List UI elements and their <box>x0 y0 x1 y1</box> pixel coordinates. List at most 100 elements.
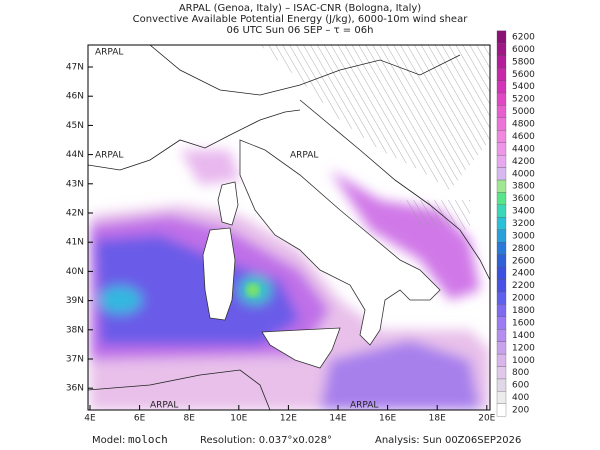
colorbar-swatch <box>496 229 507 243</box>
corsica <box>217 181 239 226</box>
colorbar-swatch <box>496 341 507 355</box>
footer-model-label: Model: <box>92 435 125 446</box>
colorbar-label: 2000 <box>512 294 535 304</box>
footer-resolution: Resolution: 0.037°x0.028° <box>200 435 332 446</box>
lon-tick-label: 4E <box>84 414 96 424</box>
colorbar-label: 4400 <box>512 144 535 154</box>
lon-tick-label: 6E <box>134 414 146 424</box>
lat-tick-label: 38N <box>66 325 84 335</box>
coastline <box>88 109 301 171</box>
lon-tick-label: 18E <box>429 414 446 424</box>
colorbar-label: 2400 <box>512 269 535 279</box>
colorbar-swatch <box>496 117 507 131</box>
colorbar-label: 3200 <box>512 219 535 229</box>
cape-ionian <box>320 340 480 410</box>
colorbar-swatch <box>496 304 507 317</box>
sicily <box>261 327 341 369</box>
lat-tick-label: 36N <box>66 384 84 394</box>
colorbar-swatch <box>496 378 507 392</box>
lat-tick-label: 42N <box>66 209 84 219</box>
colorbar-swatch <box>496 192 507 206</box>
colorbar-label: 2200 <box>512 281 535 291</box>
colorbar-label: 5400 <box>512 82 535 92</box>
colorbar-swatch <box>496 67 507 81</box>
colorbar-swatch <box>496 316 507 330</box>
border <box>149 45 461 96</box>
colorbar-swatch <box>496 105 507 118</box>
watermark: ARPAL <box>290 151 318 161</box>
cape-core <box>246 283 260 297</box>
colorbar-swatch <box>496 167 507 181</box>
colorbar-label: 800 <box>512 368 529 378</box>
lat-tick-label: 44N <box>66 150 84 160</box>
colorbar-label: 1600 <box>512 318 535 328</box>
title-line: Convective Available Potential Energy (J… <box>133 14 469 25</box>
watermark: ARPAL <box>350 401 378 411</box>
footer-analysis: Analysis: Sun 00Z06SEP2026 <box>375 435 521 446</box>
coastline <box>299 99 490 281</box>
lat-tick-label: 37N <box>66 355 84 365</box>
colorbar-swatch <box>496 154 507 168</box>
cape-adriatic <box>330 170 480 300</box>
colorbar-swatch <box>496 217 507 230</box>
colorbar-swatch <box>496 266 507 280</box>
colorbar-label: 3800 <box>512 182 535 192</box>
colorbar-swatch <box>496 403 507 417</box>
lon-tick-label: 12E <box>280 414 297 424</box>
colorbar-swatch <box>496 179 507 193</box>
cape-ligurian <box>180 150 240 185</box>
colorbar-swatch <box>496 291 507 305</box>
lat-tick-label: 39N <box>66 296 84 306</box>
wind-shear-barbs <box>260 45 490 190</box>
colorbar-swatch <box>496 55 507 69</box>
colorbar-label: 600 <box>512 381 529 391</box>
colorbar-label: 5600 <box>512 70 535 80</box>
colorbar-label: 4600 <box>512 132 535 142</box>
colorbar-swatch <box>496 130 507 143</box>
axes: 47N 46N 45N 44N 43N 42N 41N 40N 39N 38N 37N 36N 4E 6E… <box>66 63 496 424</box>
lat-tick-label: 40N <box>66 267 84 277</box>
colorbar-label: 1400 <box>512 331 535 341</box>
colorbar-label: 5000 <box>512 107 535 117</box>
colorbar-swatch <box>496 80 507 94</box>
colorbar-label: 2800 <box>512 244 535 254</box>
title-line: 06 UTC Sun 06 SEP – τ = 06h <box>227 25 374 36</box>
colorbar-label: 3000 <box>512 231 535 241</box>
lon-tick-label: 14E <box>329 414 346 424</box>
plot-frame <box>87 44 491 411</box>
coastline <box>88 369 271 410</box>
colorbar-label: 1800 <box>512 306 535 316</box>
lon-tick-label: 16E <box>379 414 396 424</box>
lon-tick-label: 20E <box>478 414 495 424</box>
lat-tick-label: 46N <box>66 92 84 102</box>
sardinia <box>202 227 236 321</box>
lat-tick-label: 45N <box>66 121 84 131</box>
wind-shear-barbs <box>400 200 470 230</box>
colorbar-swatch <box>496 391 507 404</box>
lat-tick-label: 47N <box>66 63 84 73</box>
colorbar-swatch <box>496 142 507 156</box>
colorbar-swatch <box>496 43 507 56</box>
colorbar-label: 3400 <box>512 207 535 217</box>
colorbar-label: 200 <box>512 406 529 416</box>
colorbar-label: 5800 <box>512 57 535 67</box>
watermark: ARPAL <box>95 151 123 161</box>
colorbar-swatch <box>496 366 507 380</box>
colorbar-label: 4000 <box>512 169 535 179</box>
colorbar-label: 3600 <box>512 194 535 204</box>
colorbar-label: 2600 <box>512 256 535 266</box>
colorbar: 200 400 600 800 1000 1200 1400 1600 1800 2000 2200… <box>496 30 535 417</box>
colorbar-swatch <box>496 329 507 342</box>
colorbar-swatch <box>496 30 507 44</box>
lon-tick-label: 10E <box>230 414 247 424</box>
watermark: ARPAL <box>95 48 123 58</box>
title-line: ARPAL (Genoa, Italy) – ISAC-CNR (Bologna… <box>179 3 421 14</box>
colorbar-label: 1000 <box>512 356 535 366</box>
colorbar-swatch <box>496 92 507 106</box>
colorbar-label: 4800 <box>512 120 535 130</box>
colorbar-label: 400 <box>512 393 529 403</box>
colorbar-swatch <box>496 241 507 255</box>
map-field: ARPAL ARPAL ARPAL ARPAL ARPAL <box>88 45 490 411</box>
watermark: ARPAL <box>150 401 178 411</box>
footer-model: moloch <box>128 433 168 446</box>
